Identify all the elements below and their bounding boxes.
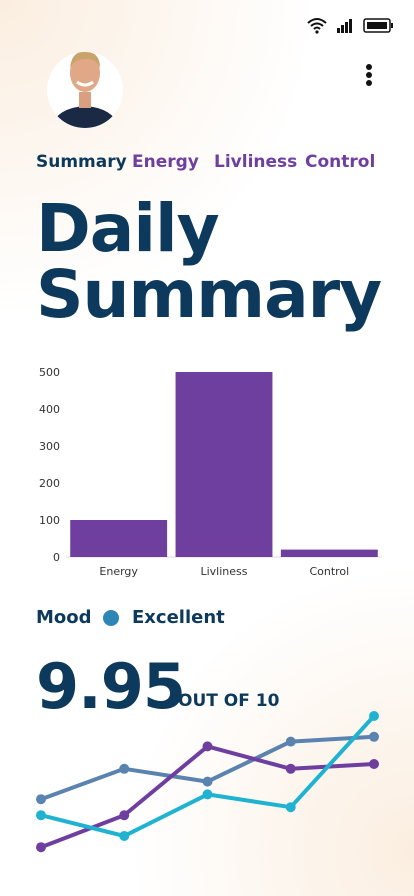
y-tick-label: 0 [53, 551, 60, 564]
bar [280, 549, 378, 557]
x-tick-label: Energy [99, 565, 138, 578]
bar-chart: 0 100 200 300 400 500 Energy Livliness Control [39, 366, 382, 578]
page-heading: Daily Summary [36, 190, 382, 333]
mood-dot [103, 610, 119, 626]
line-chart [36, 711, 379, 853]
line [40, 714, 376, 838]
line-point [369, 759, 379, 769]
tab[interactable]: Energy [132, 152, 199, 172]
line-point [119, 763, 130, 774]
menu-button[interactable] [362, 62, 376, 88]
bar [70, 520, 168, 557]
status-bar [307, 18, 393, 34]
line-point [36, 842, 46, 853]
score-value: 9.95 [36, 650, 186, 723]
line-point [36, 794, 46, 805]
bar [175, 372, 273, 557]
line-point [369, 711, 379, 721]
line-point [369, 731, 379, 742]
y-tick-label: 200 [39, 477, 60, 490]
avatar[interactable] [46, 40, 124, 130]
line-point [202, 776, 213, 787]
line-point [119, 810, 130, 821]
y-tick-label: 300 [39, 440, 60, 453]
line-point [202, 789, 213, 800]
line-point [119, 831, 130, 841]
x-tick-label: Livliness [200, 565, 247, 578]
x-tick-label: Control [309, 565, 349, 578]
line-point [202, 741, 213, 752]
score-suffix: OUT OF 10 [178, 691, 280, 711]
line-point [285, 736, 296, 747]
y-tick-label: 400 [39, 403, 60, 416]
tab[interactable]: Livliness [214, 152, 298, 172]
line-point [285, 802, 296, 813]
line-point [285, 763, 296, 774]
tab[interactable]: Summary [36, 152, 127, 172]
mood-value: Excellent [132, 607, 225, 628]
mood-label: Mood [36, 607, 92, 628]
tab[interactable]: Control [305, 152, 376, 172]
line-point [36, 810, 46, 821]
y-tick-label: 100 [39, 514, 60, 527]
y-tick-label: 500 [39, 366, 60, 379]
